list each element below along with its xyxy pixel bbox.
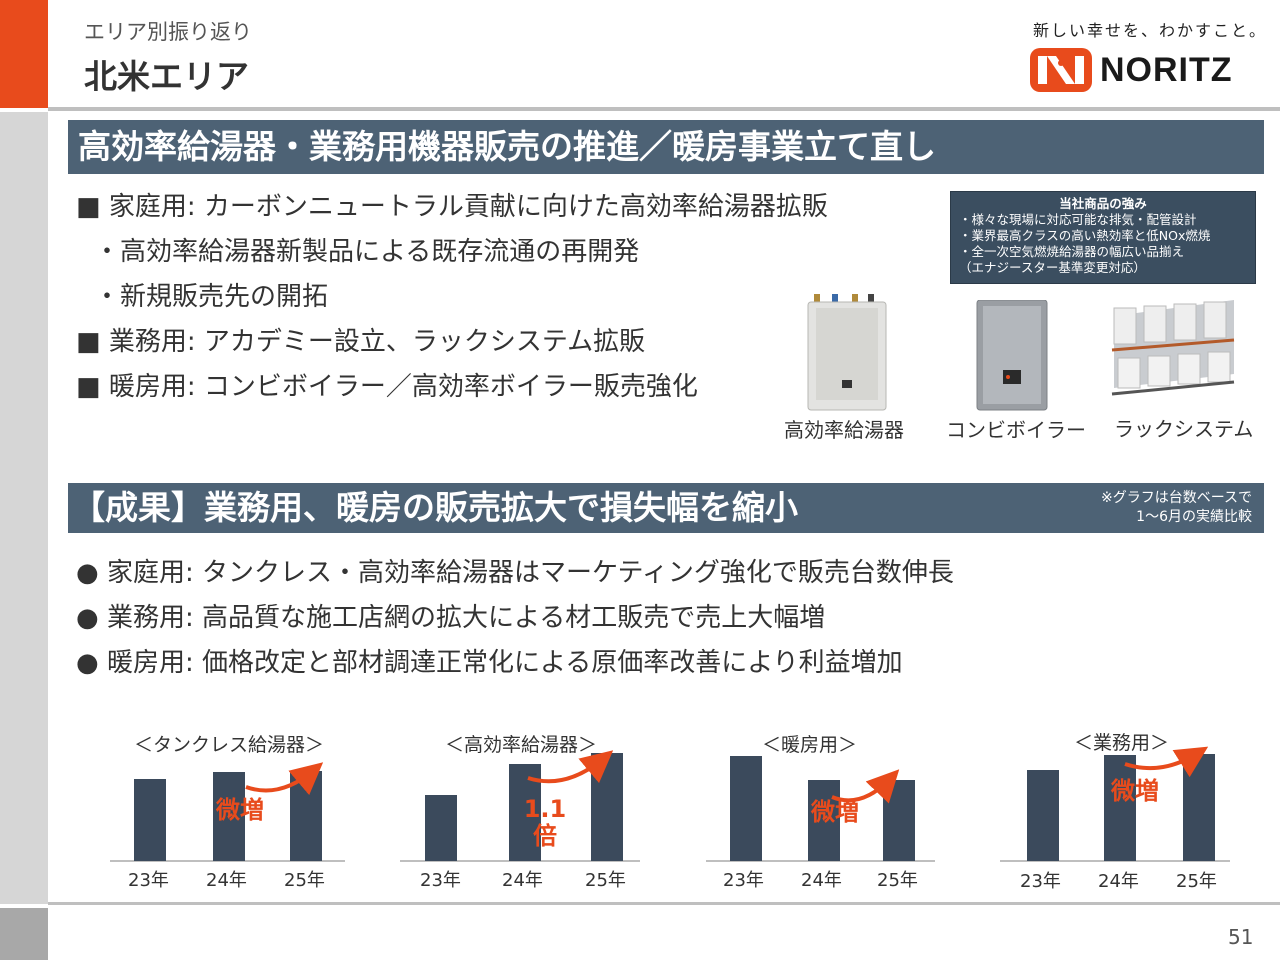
chart-tick-label: 24年 [206, 870, 247, 891]
section2-bullet: ● 業務用: 高品質な施工店網の拡大による材工販売で売上大幅増 [76, 603, 826, 633]
product-label: コンビボイラー [946, 418, 1086, 442]
noritz-logo-mark-icon [1030, 48, 1092, 92]
strength-item: ・全一次空気燃焼給湯器の幅広い品揃え [959, 244, 1185, 259]
section2-heading: 【成果】業務用、暖房の販売拡大で損失幅を縮小 ※グラフは台数ベースで 1～6月の… [68, 483, 1264, 533]
chart-tick-label: 25年 [585, 870, 626, 891]
chart-annotation: 1.1 倍 [523, 795, 567, 850]
chart-bar [730, 756, 762, 861]
chart-tick-label: 24年 [801, 870, 842, 891]
chart-bar [1027, 770, 1059, 861]
chart-tick-label: 23年 [1020, 871, 1061, 892]
section1-line: ・高効率給湯器新製品による既存流通の再開発 [94, 237, 640, 267]
graph-note: ※グラフは台数ベースで 1～6月の実績比較 [1101, 489, 1252, 527]
slide-title: 北米エリア [84, 57, 249, 96]
water-heater-image [807, 294, 887, 411]
strength-item: （エナジースター基準変更対応） [959, 260, 1146, 275]
brand-tagline: 新しい幸せを、わかすこと。 [1033, 21, 1268, 40]
strength-item: ・様々な現場に対応可能な排気・配管設計 [959, 212, 1197, 227]
chart-bar [425, 795, 457, 861]
section2-heading-text: 【成果】業務用、暖房の販売拡大で損失幅を縮小 [72, 488, 798, 527]
growth-arrow [245, 762, 324, 796]
growth-arrow [527, 750, 614, 784]
chart-tick-label: 23年 [420, 870, 461, 891]
chart-bar [1104, 755, 1136, 861]
chart-title: ＜タンクレス給湯器＞ [134, 734, 325, 756]
accent-bar-top [0, 0, 48, 108]
section1-line: ■ 業務用: アカデミー設立、ラックシステム拡販 [76, 327, 646, 357]
chart-tick-label: 25年 [1176, 871, 1217, 892]
footer-divider [48, 902, 1280, 905]
growth-arrow [1124, 746, 1209, 778]
strengths-title: 当社商品の強み [1059, 196, 1147, 211]
accent-bar-bottom [0, 908, 48, 960]
section1-line: ■ 家庭用: カーボンニュートラル貢献に向けた高効率給湯器拡販 [76, 192, 828, 222]
section2-bullet: ● 家庭用: タンクレス・高効率給湯器はマーケティング強化で販売台数伸長 [76, 558, 954, 588]
chart-bar [290, 771, 322, 861]
section1-heading: 高効率給湯器・業務用機器販売の推進／暖房事業立て直し [68, 120, 1264, 174]
chart-title: ＜暖房用＞ [762, 734, 858, 756]
chart-tick-label: 23年 [723, 870, 764, 891]
chart-bar [1183, 754, 1215, 861]
section1-heading-text: 高効率給湯器・業務用機器販売の推進／暖房事業立て直し [78, 127, 936, 166]
combi-boiler-image [976, 300, 1048, 411]
chart-annotation: 微増 [216, 796, 264, 824]
chart-title: ＜業務用＞ [1074, 732, 1170, 754]
chart-title: ＜高効率給湯器＞ [445, 734, 598, 756]
slide-subtitle: エリア別振り返り [84, 20, 252, 44]
logo-wordmark: NORITZ [1100, 50, 1233, 89]
noritz-logo: NORITZ [1030, 48, 1233, 92]
chart-annotation: 微増 [1111, 777, 1159, 805]
graph-note-line: ※グラフは台数ベースで [1100, 490, 1252, 506]
section1-line: ■ 暖房用: コンビボイラー／高効率ボイラー販売強化 [76, 372, 698, 402]
accent-bar-middle [0, 112, 48, 904]
chart-bar [134, 779, 166, 861]
section2-bullet: ● 暖房用: 価格改定と部材調達正常化による原価率改善により利益増加 [76, 648, 903, 678]
page-number: 51 [1228, 925, 1254, 949]
chart-tick-label: 24年 [502, 870, 543, 891]
chart-tick-label: 23年 [128, 870, 169, 891]
header-divider [48, 107, 1280, 111]
strength-item: ・業界最高クラスの高い熱効率と低NOx燃焼 [959, 228, 1211, 243]
growth-arrow [831, 769, 900, 804]
product-label: 高効率給湯器 [784, 418, 904, 442]
chart-tick-label: 25年 [284, 870, 325, 891]
chart-annotation: 微増 [811, 798, 859, 826]
chart-tick-label: 25年 [877, 870, 918, 891]
product-label: ラックシステム [1114, 417, 1254, 441]
product-strengths-box: 当社商品の強み ・様々な現場に対応可能な排気・配管設計 ・業界最高クラスの高い熱… [950, 191, 1256, 284]
chart-bar [591, 753, 623, 861]
rack-system-image [1111, 300, 1235, 396]
section1-line: ・新規販売先の開拓 [94, 282, 329, 312]
chart-bar [883, 780, 915, 861]
graph-note-line: 1～6月の実績比較 [1136, 509, 1252, 525]
chart-tick-label: 24年 [1098, 871, 1139, 892]
